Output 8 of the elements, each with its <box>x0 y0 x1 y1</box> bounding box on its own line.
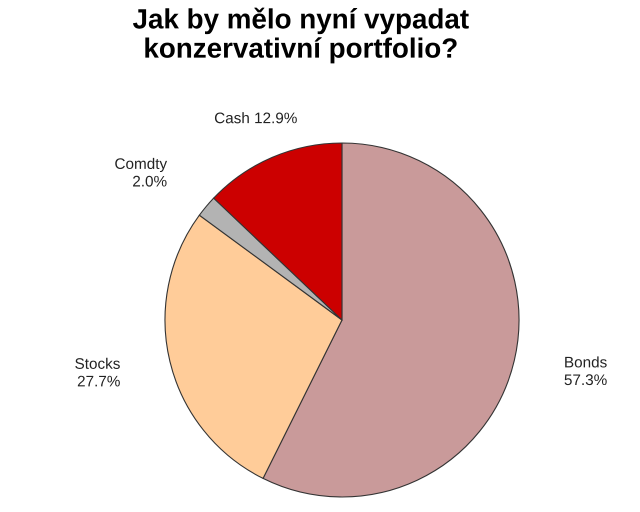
slice-label: Cash 12.9% <box>214 112 297 124</box>
data-label: 57.3% <box>564 374 607 386</box>
data-label: 2.0% <box>133 176 167 187</box>
slice-label: Bonds <box>565 356 607 368</box>
slice-label: Comdty <box>115 158 168 172</box>
chart-title: Jak by mělo nyní vypadat konzervativní portfolio? <box>132 8 469 64</box>
slice-label: Stocks <box>75 358 120 369</box>
data-label: 27.7% <box>78 376 120 386</box>
